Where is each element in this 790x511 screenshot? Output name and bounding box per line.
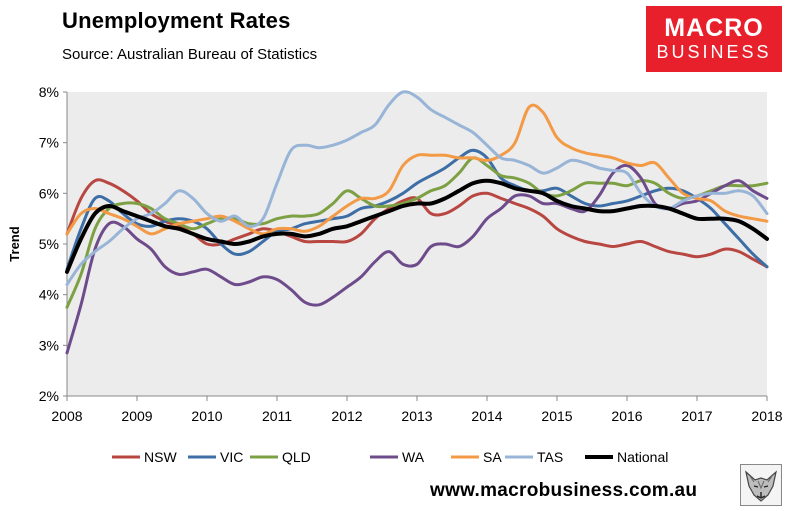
y-tick-label: 4% <box>39 287 59 303</box>
website-url: www.macrobusiness.com.au <box>430 480 698 501</box>
legend-label-vic: VIC <box>220 449 243 465</box>
series-line-national <box>65 178 769 274</box>
legend-label-tas: TAS <box>537 449 563 465</box>
series-line-qld <box>65 156 769 309</box>
x-tick-label: 2013 <box>401 408 432 424</box>
macrobusiness-logo: MACRO BUSINESS <box>646 6 782 72</box>
y-tick-label: 8% <box>39 84 59 100</box>
series-line-vic <box>65 148 769 271</box>
chart-source: Source: Australian Bureau of Statistics <box>62 46 318 63</box>
y-tick-label: 7% <box>39 135 59 151</box>
plot-area <box>67 92 767 396</box>
x-axis-ticks: 2008 2009 2010 2011 2012 2013 2014 2015 2016 2017… <box>51 396 783 424</box>
fox-emblem-icon <box>740 464 782 506</box>
legend: NSW VIC QLD WA SA TAS National <box>112 449 668 465</box>
y-tick-label: 6% <box>39 185 59 201</box>
x-tick-label: 2012 <box>331 408 362 424</box>
x-tick-label: 2014 <box>471 408 502 424</box>
x-tick-label: 2015 <box>541 408 572 424</box>
legend-label-qld: QLD <box>282 449 311 465</box>
chart-title: Unemployment Rates <box>62 8 291 33</box>
y-tick-label: 3% <box>39 337 59 353</box>
y-tick-label: 5% <box>39 236 59 252</box>
x-tick-label: 2009 <box>121 408 152 424</box>
x-tick-label: 2016 <box>611 408 642 424</box>
series-line-tas <box>65 90 769 286</box>
y-axis-ticks: 2% 3% 4% 5% 6% 7% 8% <box>39 84 67 404</box>
x-tick-label: 2011 <box>262 408 292 424</box>
y-axis-title: Trend <box>7 226 22 261</box>
y-tick-label: 2% <box>39 388 59 404</box>
line-chart: 2%3%4%5%6%7%8% 2008 2009 2010 2011 2012 2013 2… <box>7 84 783 465</box>
x-tick-label: 2008 <box>51 408 82 424</box>
x-tick-label: 2017 <box>681 408 712 424</box>
x-tick-label: 2010 <box>191 408 222 424</box>
series-line-wa <box>65 163 769 355</box>
x-tick-label: 2018 <box>751 408 782 424</box>
legend-label-national: National <box>617 449 668 465</box>
legend-label-sa: SA <box>483 449 502 465</box>
logo-line-1: MACRO <box>664 14 764 42</box>
logo-line-2: BUSINESS <box>656 42 772 62</box>
legend-label-wa: WA <box>402 449 425 465</box>
series-line-sa <box>65 103 769 236</box>
legend-label-nsw: NSW <box>144 449 177 465</box>
series-lines <box>65 90 769 355</box>
